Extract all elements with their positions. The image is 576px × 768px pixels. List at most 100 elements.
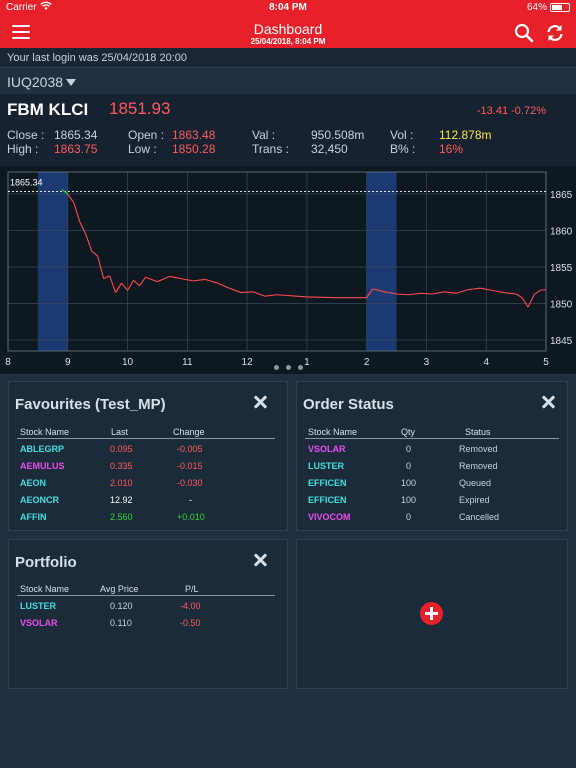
column-header: P/L bbox=[185, 584, 199, 594]
price-line-segment bbox=[139, 276, 146, 287]
price-line-segment bbox=[396, 293, 409, 296]
close-value: 1865.34 bbox=[54, 128, 98, 142]
price-line-segment bbox=[103, 275, 110, 280]
price-line-segment bbox=[181, 278, 194, 282]
order-qty: 100 bbox=[401, 495, 417, 505]
add-icon[interactable] bbox=[420, 602, 443, 625]
favourites-title: Favourites (Test_MP) bbox=[15, 396, 166, 413]
price-line-segment bbox=[133, 279, 140, 287]
price-line-segment bbox=[241, 291, 254, 294]
column-header: Stock Name bbox=[308, 427, 358, 437]
trans-value: 32,450 bbox=[311, 142, 348, 156]
price-change: - bbox=[189, 495, 192, 505]
stock-name: AEONCR bbox=[20, 495, 60, 505]
price-line-segment bbox=[109, 275, 117, 293]
refresh-icon[interactable] bbox=[545, 23, 565, 43]
table-row[interactable]: AEONCR 12.92 - bbox=[9, 494, 287, 511]
index-value: 1851.93 bbox=[109, 99, 171, 118]
x-tick-label: 5 bbox=[543, 357, 549, 368]
price-line-segment bbox=[384, 291, 397, 295]
price-line-segment bbox=[444, 291, 457, 294]
session-break-band bbox=[366, 172, 397, 351]
column-header: Avg Price bbox=[100, 584, 139, 594]
intraday-chart[interactable]: 8 9 10 11 12 1 2 3 4 5 1865 1860 1855 1850 1845 1865.34 bbox=[0, 166, 576, 374]
x-tick-label: 3 bbox=[424, 357, 430, 368]
battery-icon bbox=[550, 3, 570, 12]
index-selector[interactable]: IUQ2038 bbox=[7, 74, 77, 90]
price-line-segment bbox=[127, 279, 135, 291]
pager-dot[interactable] bbox=[286, 365, 291, 370]
price-line-segment bbox=[521, 297, 529, 308]
table-row[interactable]: EFFICEN 100 Expired bbox=[297, 494, 567, 511]
session-break-band bbox=[37, 172, 68, 351]
close-icon[interactable] bbox=[253, 553, 267, 567]
y-tick-label: 1845 bbox=[550, 336, 573, 347]
order-qty: 0 bbox=[406, 444, 412, 454]
close-label: Close : bbox=[7, 128, 45, 142]
x-tick-label: 1 bbox=[304, 357, 310, 368]
price-line-segment bbox=[61, 189, 69, 195]
column-header: Qty bbox=[401, 427, 416, 437]
index-selector-label: IUQ2038 bbox=[7, 74, 64, 90]
last-price: 0.095 bbox=[110, 444, 133, 454]
pager-dot[interactable] bbox=[298, 365, 303, 370]
price-line-segment bbox=[366, 288, 374, 298]
high-value: 1863.75 bbox=[54, 142, 98, 156]
y-tick-label: 1855 bbox=[550, 263, 573, 274]
price-line-segment bbox=[432, 291, 445, 295]
price-change: -0.030 bbox=[177, 478, 203, 488]
order-status: Queued bbox=[459, 478, 492, 488]
last-price: 2.560 bbox=[110, 512, 133, 522]
price-change: +0.010 bbox=[177, 512, 205, 522]
chart-frame bbox=[7, 171, 547, 352]
wifi-icon bbox=[40, 1, 52, 14]
portfolio-card: Portfolio Stock Name Avg Price P/L LUSTE… bbox=[8, 539, 288, 689]
volume-value: 112.878m bbox=[439, 128, 492, 142]
price-line-segment bbox=[533, 289, 541, 296]
column-header: Stock Name bbox=[20, 584, 70, 594]
price-line-segment bbox=[539, 289, 547, 291]
price-line-segment bbox=[145, 276, 158, 283]
pager-dot[interactable] bbox=[274, 365, 279, 370]
table-row[interactable]: ABLEGRP 0.095 -0.005 bbox=[9, 443, 287, 460]
table-row[interactable]: EFFICEN 100 Queued bbox=[297, 477, 567, 494]
table-row[interactable]: AEMULUS 0.335 -0.015 bbox=[9, 460, 287, 477]
table-row[interactable]: LUSTER 0 Removed bbox=[297, 460, 567, 477]
order-status: Removed bbox=[459, 461, 498, 471]
open-value: 1863.48 bbox=[172, 128, 216, 142]
page-title: Dashboard bbox=[253, 21, 323, 37]
price-line-segment bbox=[456, 289, 469, 294]
price-line-segment bbox=[515, 293, 523, 299]
close-icon[interactable] bbox=[253, 395, 267, 409]
status-bar: Carrier 8:04 PM 64% bbox=[0, 0, 576, 16]
search-icon[interactable] bbox=[514, 23, 534, 43]
table-row[interactable]: VSOLAR 0 Removed bbox=[297, 443, 567, 460]
stock-name: VSOLAR bbox=[308, 444, 346, 454]
table-row[interactable]: LUSTER 0.120 -4.00 bbox=[9, 600, 287, 617]
table-row[interactable]: AEON 2.010 -0.030 bbox=[9, 477, 287, 494]
table-row[interactable]: VSOLAR 0.110 -0.50 bbox=[9, 617, 287, 634]
stock-name: EFFICEN bbox=[308, 495, 347, 505]
carrier-label: Carrier bbox=[6, 2, 37, 13]
stock-name: LUSTER bbox=[20, 601, 56, 611]
price-line-segment bbox=[97, 255, 105, 279]
close-icon[interactable] bbox=[541, 395, 555, 409]
table-row[interactable]: VIVOCOM 0 Cancelled bbox=[297, 511, 567, 528]
buy-percent-value: 16% bbox=[439, 142, 464, 156]
dropdown-icon bbox=[66, 78, 77, 86]
stock-name: VSOLAR bbox=[20, 618, 58, 628]
favourites-card: Favourites (Test_MP) Stock Name Last Cha… bbox=[8, 381, 288, 531]
table-row[interactable]: AFFIN 2.560 +0.010 bbox=[9, 511, 287, 528]
header-divider bbox=[17, 595, 275, 596]
avg-price: 0.120 bbox=[110, 601, 133, 611]
previous-close-label: 1865.34 bbox=[10, 177, 43, 187]
price-line-segment bbox=[372, 288, 385, 293]
battery-indicator: 64% bbox=[527, 2, 570, 13]
order-qty: 0 bbox=[406, 512, 412, 522]
trans-label: Trans : bbox=[252, 142, 289, 156]
menu-icon[interactable] bbox=[12, 25, 30, 39]
price-line-segment bbox=[468, 287, 481, 291]
stock-name: EFFICEN bbox=[308, 478, 347, 488]
order-status: Cancelled bbox=[459, 512, 500, 522]
